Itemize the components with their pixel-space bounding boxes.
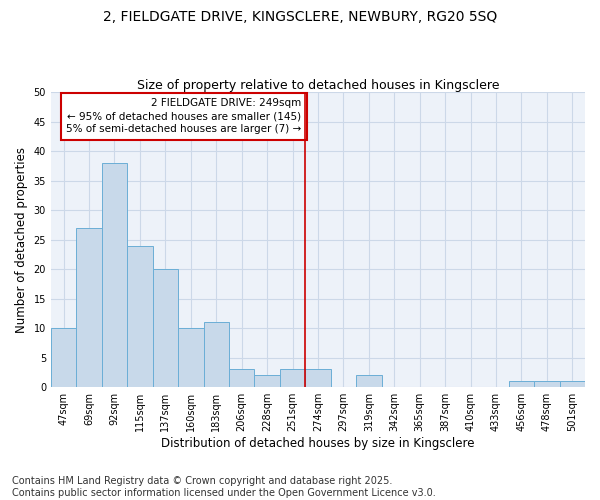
- Bar: [51, 328, 76, 387]
- Bar: [534, 382, 560, 387]
- Y-axis label: Number of detached properties: Number of detached properties: [15, 146, 28, 332]
- Text: Contains HM Land Registry data © Crown copyright and database right 2025.
Contai: Contains HM Land Registry data © Crown c…: [12, 476, 436, 498]
- Bar: [305, 370, 331, 387]
- Bar: [229, 370, 254, 387]
- X-axis label: Distribution of detached houses by size in Kingsclere: Distribution of detached houses by size …: [161, 437, 475, 450]
- Bar: [280, 370, 305, 387]
- Bar: [152, 269, 178, 387]
- Bar: [509, 382, 534, 387]
- Title: Size of property relative to detached houses in Kingsclere: Size of property relative to detached ho…: [137, 79, 499, 92]
- Text: 2 FIELDGATE DRIVE: 249sqm
← 95% of detached houses are smaller (145)
5% of semi-: 2 FIELDGATE DRIVE: 249sqm ← 95% of detac…: [66, 98, 301, 134]
- Bar: [76, 228, 102, 387]
- Bar: [356, 376, 382, 387]
- Bar: [127, 246, 152, 387]
- Bar: [203, 322, 229, 387]
- Bar: [560, 382, 585, 387]
- Bar: [178, 328, 203, 387]
- Text: 2, FIELDGATE DRIVE, KINGSCLERE, NEWBURY, RG20 5SQ: 2, FIELDGATE DRIVE, KINGSCLERE, NEWBURY,…: [103, 10, 497, 24]
- Bar: [254, 376, 280, 387]
- Bar: [102, 163, 127, 387]
